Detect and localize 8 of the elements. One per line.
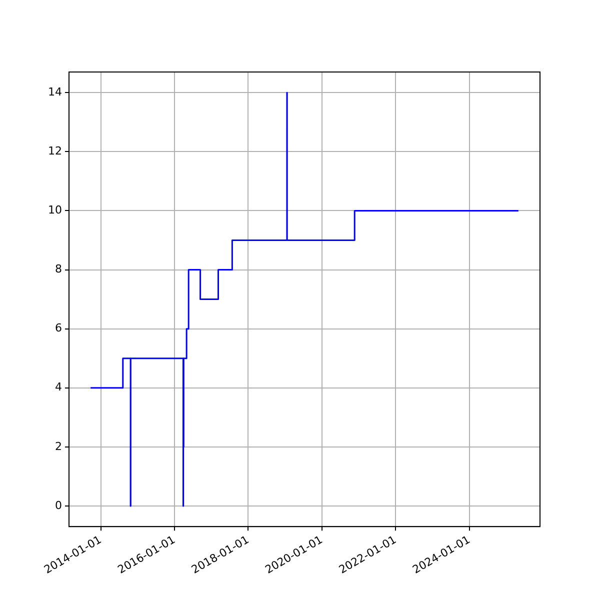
y-tick-label: 4 <box>54 380 62 394</box>
y-tick-label: 6 <box>54 322 62 335</box>
y-tick-label: 2 <box>54 440 62 453</box>
y-tick-label: 10 <box>48 204 62 217</box>
y-tick-label: 14 <box>48 86 62 99</box>
y-tick-label: 12 <box>48 144 62 158</box>
y-tick-label: 0 <box>54 498 62 512</box>
y-tick-label: 8 <box>54 262 62 276</box>
